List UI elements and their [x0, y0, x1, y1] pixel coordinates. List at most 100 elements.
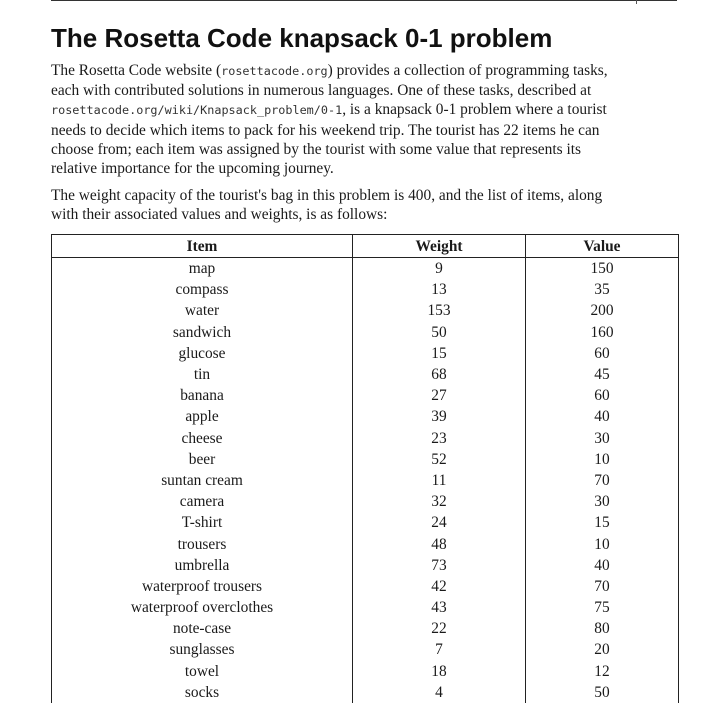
- item-cell: banana: [51, 385, 353, 407]
- item-cell: tin: [51, 363, 353, 386]
- item-cell: umbrella: [51, 554, 353, 576]
- value-cell: 40: [525, 554, 679, 576]
- item-cell: sandwich: [51, 321, 353, 343]
- item-cell: camera: [51, 491, 353, 513]
- header-item: Item: [51, 234, 353, 258]
- table-row: trousers 48 10: [51, 533, 679, 555]
- table-row: suntan cream 11 70: [51, 469, 679, 492]
- item-cell: cheese: [51, 427, 353, 449]
- weight-cell: 73: [352, 554, 526, 576]
- weight-cell: 9: [352, 257, 526, 280]
- weight-cell: 24: [352, 512, 526, 534]
- value-cell: 70: [525, 575, 679, 597]
- weight-cell: 23: [352, 427, 526, 449]
- item-cell: beer: [51, 448, 353, 470]
- weight-cell: 43: [352, 597, 526, 619]
- weight-cell: 42: [352, 575, 526, 597]
- item-cell: apple: [51, 406, 353, 428]
- item-cell: towel: [51, 660, 353, 682]
- weight-cell: 32: [352, 491, 526, 513]
- table-row: camera 32 30: [51, 491, 679, 513]
- intro-line-2: each with contributed solutions in numer…: [51, 82, 592, 100]
- page-title: The Rosetta Code knapsack 0-1 problem: [51, 23, 553, 53]
- intro-line-4: needs to decide which items to pack for …: [51, 121, 600, 139]
- rosettacode-url: rosettacode.org: [221, 64, 328, 78]
- value-cell: 30: [525, 491, 679, 513]
- table-row: socks 4 50: [51, 681, 679, 703]
- top-rule-tick: [636, 0, 637, 4]
- value-cell: 50: [525, 681, 679, 703]
- header-value: Value: [525, 234, 679, 258]
- value-cell: 15: [525, 512, 679, 534]
- item-cell: waterproof overclothes: [51, 597, 353, 619]
- weight-cell: 48: [352, 533, 526, 555]
- value-cell: 150: [525, 257, 679, 280]
- knapsack-task-url: rosettacode.org/wiki/Knapsack_problem/0-…: [51, 103, 343, 118]
- table-row: apple 39 40: [51, 406, 679, 428]
- weight-cell: 68: [352, 363, 526, 386]
- table-row: towel 18 12: [51, 660, 679, 682]
- value-cell: 40: [525, 406, 679, 428]
- value-cell: 45: [525, 363, 679, 386]
- value-cell: 35: [525, 279, 679, 301]
- item-cell: suntan cream: [51, 469, 353, 492]
- value-cell: 12: [525, 660, 679, 682]
- item-cell: compass: [51, 279, 353, 301]
- weight-cell: 52: [352, 448, 526, 470]
- top-page-rule: [51, 0, 677, 1]
- value-cell: 30: [525, 427, 679, 449]
- item-cell: T-shirt: [51, 512, 353, 534]
- weight-cell: 15: [352, 342, 526, 364]
- table-row: glucose 15 60: [51, 342, 679, 364]
- table-row: sunglasses 7 20: [51, 639, 679, 661]
- items-table: Item Weight Value map 9 150 compass 13 35 wa…: [51, 234, 679, 703]
- weight-cell: 22: [352, 618, 526, 640]
- table-row: beer 52 10: [51, 448, 679, 470]
- value-cell: 75: [525, 597, 679, 619]
- intro-line-1: The Rosetta Code website (rosettacode.or…: [51, 62, 608, 79]
- capacity-paragraph: The weight capacity of the tourist's bag…: [51, 186, 602, 224]
- value-cell: 70: [525, 469, 679, 492]
- weight-cell: 13: [352, 279, 526, 301]
- value-cell: 60: [525, 342, 679, 364]
- item-cell: map: [51, 257, 353, 280]
- table-header-row: Item Weight Value: [51, 234, 679, 258]
- item-cell: waterproof trousers: [51, 575, 353, 597]
- weight-cell: 153: [352, 300, 526, 322]
- weight-cell: 7: [352, 639, 526, 661]
- table-row: map 9 150: [51, 257, 679, 280]
- weight-cell: 4: [352, 681, 526, 703]
- table-row: cheese 23 30: [51, 427, 679, 449]
- weight-cell: 39: [352, 406, 526, 428]
- value-cell: 80: [525, 618, 679, 640]
- item-cell: water: [51, 300, 353, 322]
- header-weight: Weight: [352, 234, 526, 258]
- intro-line-5: choose from; each item was assigned by t…: [51, 140, 581, 158]
- item-cell: sunglasses: [51, 639, 353, 661]
- table-row: umbrella 73 40: [51, 554, 679, 576]
- item-cell: glucose: [51, 342, 353, 364]
- item-cell: socks: [51, 681, 353, 703]
- table-row: waterproof trousers 42 70: [51, 575, 679, 597]
- weight-cell: 18: [352, 660, 526, 682]
- intro-line-3: rosettacode.org/wiki/Knapsack_problem/0-…: [51, 101, 607, 119]
- table-row: note-case 22 80: [51, 618, 679, 640]
- table-row: tin 68 45: [51, 363, 679, 386]
- value-cell: 20: [525, 639, 679, 661]
- item-cell: note-case: [51, 618, 353, 640]
- capacity-line-1: The weight capacity of the tourist's bag…: [51, 187, 603, 204]
- table-row: banana 27 60: [51, 385, 679, 407]
- table-row: T-shirt 24 15: [51, 512, 679, 534]
- capacity-line-2: with their associated values and weights…: [51, 206, 388, 224]
- intro-line-6: relative importance for the upcoming jou…: [51, 160, 334, 178]
- table-row: water 153 200: [51, 300, 679, 322]
- value-cell: 10: [525, 533, 679, 555]
- weight-cell: 27: [352, 385, 526, 407]
- intro-paragraph: The Rosetta Code website (rosettacode.or…: [51, 61, 608, 178]
- table-row: compass 13 35: [51, 279, 679, 301]
- weight-cell: 50: [352, 321, 526, 343]
- value-cell: 60: [525, 385, 679, 407]
- table-row: sandwich 50 160: [51, 321, 679, 343]
- value-cell: 200: [525, 300, 679, 322]
- item-cell: trousers: [51, 533, 353, 555]
